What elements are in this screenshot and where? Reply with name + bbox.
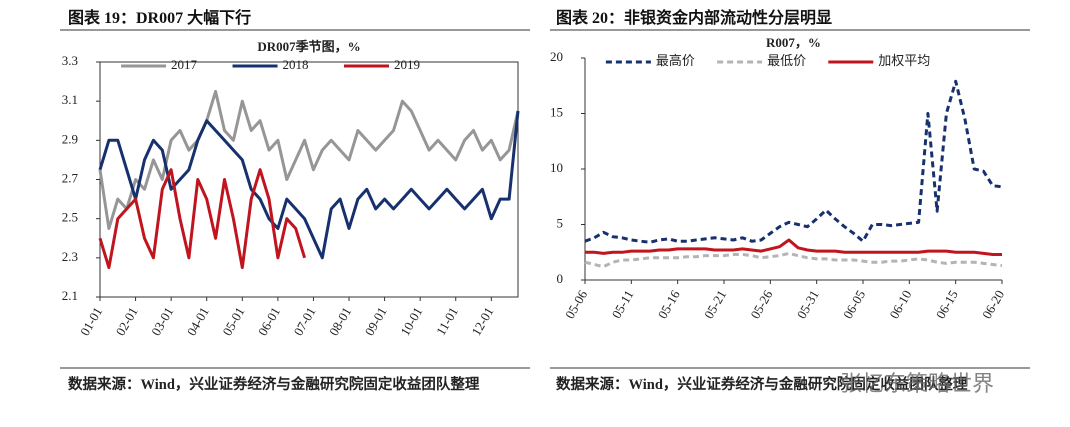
x-tick-label: 07-01 [290,304,318,338]
x-tick-label: 05-11 [609,287,637,320]
y-tick-label: 10 [550,160,563,175]
x-tick-label: 10-01 [397,304,425,338]
x-tick-label: 09-01 [362,304,390,338]
legend-label: 最低价 [767,53,806,68]
x-tick-label: 06-05 [840,287,868,321]
y-tick-label: 2.7 [62,170,79,185]
x-tick-label: 12-01 [468,304,496,338]
x-tick-label: 11-01 [433,304,461,337]
series-line [98,168,307,270]
x-tick-label: 06-10 [886,287,914,321]
legend-label: 最高价 [656,53,695,68]
x-tick-label: 03-01 [148,304,176,338]
x-tick-label: 01-01 [77,304,105,338]
y-tick-label: 2.5 [62,210,78,225]
y-tick-label: 2.9 [62,131,78,146]
series-line [98,89,520,230]
source-note: 数据来源：Wind，兴业证券经济与金融研究院固定收益团队整理 [556,377,968,393]
y-tick-label: 2.3 [62,249,78,264]
y-tick-label: 3.3 [62,53,78,68]
x-tick-label: 05-31 [794,287,822,321]
series-line [584,79,1003,244]
legend-label: 2017 [171,57,198,72]
x-tick-label: 04-01 [184,304,212,338]
series-line [585,238,1002,256]
x-tick-label: 08-01 [326,304,354,338]
chart-header: 图表 19：DR007 大幅下行 [68,10,252,27]
x-tick-label: 05-26 [747,287,775,321]
x-tick-label: 02-01 [113,304,141,338]
legend-label: 2019 [394,57,420,72]
x-tick-label: 06-20 [979,287,1007,321]
source-note: 数据来源：Wind，兴业证券经济与金融研究院固定收益团队整理 [68,377,480,393]
watermark: 张忆东策略世界 [840,371,995,396]
x-tick-label: 05-01 [219,304,247,338]
x-tick-label: 05-06 [562,287,590,321]
y-tick-label: 0 [557,271,564,286]
legend-label: 2018 [283,57,309,72]
y-tick-label: 20 [550,49,563,64]
chart-title: R007，% [766,35,821,50]
x-tick-label: 05-16 [655,287,683,321]
series-line [98,110,520,260]
y-tick-label: 2.1 [62,288,78,303]
chart-title: DR007季节图，% [257,39,360,54]
y-tick-label: 3.1 [62,92,78,107]
series-line [584,251,1003,269]
y-tick-label: 5 [557,215,564,230]
x-tick-label: 05-21 [701,287,729,321]
x-tick-label: 06-01 [255,304,283,338]
y-tick-label: 15 [550,104,563,119]
legend-label: 加权平均 [878,53,930,68]
x-tick-label: 06-15 [933,287,961,321]
chart-header: 图表 20：非银资金内部流动性分层明显 [556,10,833,27]
